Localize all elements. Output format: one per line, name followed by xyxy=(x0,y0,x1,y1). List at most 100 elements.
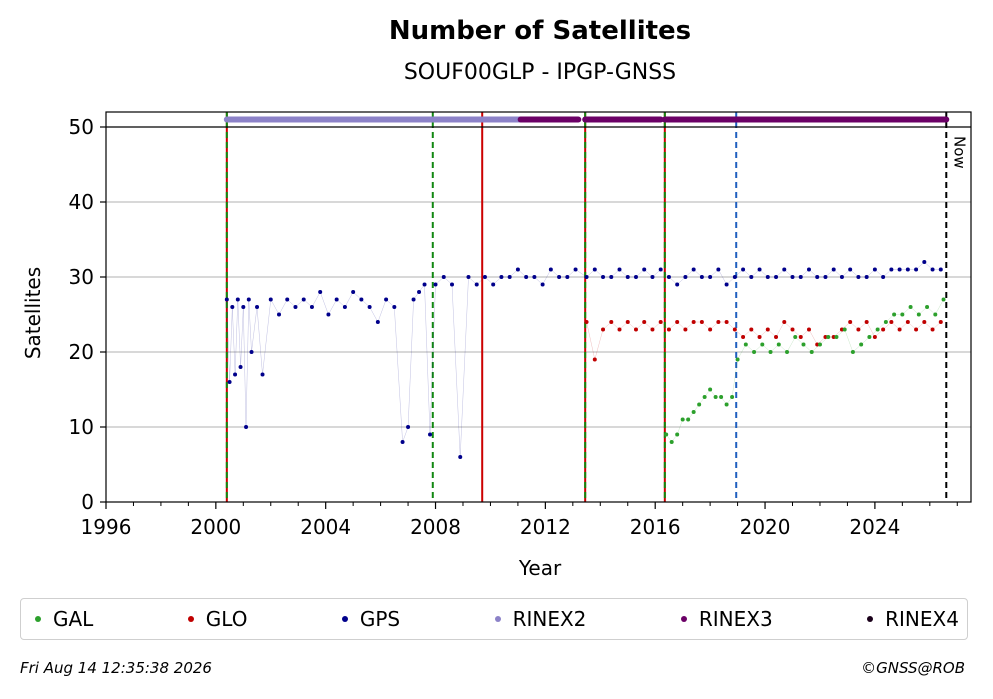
plot-frame xyxy=(105,111,972,503)
point-glo xyxy=(823,335,828,339)
y-tick-label: 40 xyxy=(69,190,94,214)
point-gps xyxy=(532,275,537,279)
point-gal xyxy=(680,417,685,422)
point-glo xyxy=(905,320,910,324)
point-glo xyxy=(741,335,746,339)
y-tick-label: 10 xyxy=(69,415,94,439)
point-glo xyxy=(699,320,704,324)
point-gps xyxy=(650,275,655,279)
point-gps xyxy=(367,305,372,309)
point-glo xyxy=(782,320,787,324)
legend-item-rinex4: RINEX4 xyxy=(867,607,959,631)
point-gps xyxy=(749,275,754,279)
point-gal xyxy=(691,410,696,414)
point-gal xyxy=(933,312,938,317)
point-gps xyxy=(255,305,260,309)
point-gps xyxy=(897,267,902,272)
point-gps xyxy=(609,275,614,279)
point-gps xyxy=(375,320,380,324)
point-glo xyxy=(856,327,861,332)
x-tick-label: 2004 xyxy=(300,515,351,539)
legend-item-gps: GPS xyxy=(341,607,401,631)
point-gps xyxy=(499,275,504,279)
point-gps xyxy=(864,275,869,279)
point-gal xyxy=(859,342,864,347)
point-gal xyxy=(892,312,897,317)
point-glo xyxy=(757,335,762,339)
point-gps xyxy=(683,275,688,279)
y-tick-label: 20 xyxy=(69,340,94,364)
point-gps xyxy=(491,282,496,287)
point-glo xyxy=(839,327,844,332)
point-glo xyxy=(938,320,943,324)
point-gps xyxy=(617,267,622,272)
point-glo xyxy=(914,327,919,332)
point-glo xyxy=(798,335,803,339)
point-glo xyxy=(774,335,779,339)
point-gal xyxy=(686,417,691,422)
point-gps xyxy=(905,267,910,272)
point-gal xyxy=(941,297,946,302)
point-gps xyxy=(507,275,512,279)
legend-item-gal: GAL xyxy=(35,607,93,631)
point-gps xyxy=(625,275,630,279)
point-gps xyxy=(224,297,229,302)
point-gps xyxy=(592,267,597,272)
point-gps xyxy=(417,290,422,294)
point-gps xyxy=(309,305,314,309)
point-gps xyxy=(235,297,240,302)
point-gal xyxy=(760,342,765,347)
point-glo xyxy=(724,320,729,324)
point-gal xyxy=(724,402,729,407)
chart-subtitle: SOUF00GLP - IPGP-GNSS xyxy=(403,60,677,85)
point-gps xyxy=(914,267,919,272)
point-gal xyxy=(697,402,702,407)
point-gps xyxy=(675,282,680,287)
point-glo xyxy=(831,335,836,339)
legend-marker-icon xyxy=(341,616,348,622)
point-gal xyxy=(768,350,773,354)
point-gal xyxy=(793,335,798,339)
point-gps xyxy=(406,425,411,429)
legend-item-rinex3: RINEX3 xyxy=(680,607,773,631)
point-glo xyxy=(683,327,688,332)
x-tick-label: 2024 xyxy=(849,515,900,539)
legend-label: GPS xyxy=(359,607,401,631)
point-gps xyxy=(557,275,562,279)
series-line-gal xyxy=(665,299,944,443)
point-gps xyxy=(411,297,416,302)
point-gps xyxy=(922,260,927,264)
point-glo xyxy=(666,327,671,332)
point-gal xyxy=(834,335,839,339)
legend-label: RINEX2 xyxy=(512,607,587,631)
point-gal xyxy=(708,387,713,392)
point-gal xyxy=(669,440,674,444)
point-gps xyxy=(301,297,306,302)
legend-item-glo: GLO xyxy=(187,607,247,631)
point-gps xyxy=(326,312,331,317)
point-gps xyxy=(716,267,721,272)
point-gal xyxy=(925,305,930,309)
x-tick-label: 2016 xyxy=(630,515,681,539)
point-gps xyxy=(584,275,589,279)
data-points xyxy=(224,260,946,459)
point-glo xyxy=(881,327,886,332)
legend-marker-icon xyxy=(680,616,687,622)
point-gal xyxy=(785,350,790,354)
point-gal xyxy=(900,312,905,317)
point-glo xyxy=(815,342,820,347)
point-gps xyxy=(400,440,405,444)
point-gps xyxy=(839,275,844,279)
point-gps xyxy=(342,305,347,309)
point-gal xyxy=(713,395,718,399)
point-gps xyxy=(831,267,836,272)
point-glo xyxy=(675,320,680,324)
x-tick-label: 2012 xyxy=(520,515,571,539)
point-gps xyxy=(774,275,779,279)
point-gal xyxy=(867,335,872,339)
point-gps xyxy=(938,267,943,272)
y-tick-label: 30 xyxy=(69,265,94,289)
point-gps xyxy=(633,275,638,279)
point-gps xyxy=(334,297,339,302)
point-gps xyxy=(524,275,529,279)
